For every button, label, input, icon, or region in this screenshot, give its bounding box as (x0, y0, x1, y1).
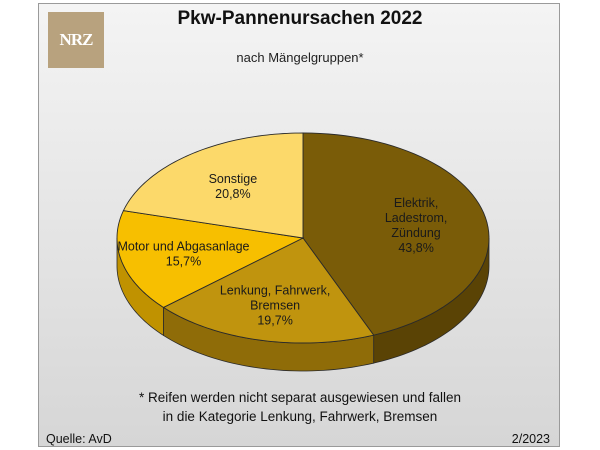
slice-value-3: 20,8% (215, 187, 250, 201)
slice-value-0: 43,8% (398, 241, 433, 255)
pie-slice-0 (302, 132, 490, 336)
brand-logo: NRZ (48, 12, 104, 68)
slice-label-line-1-0: Lenkung, Fahrwerk, (220, 284, 330, 298)
slice-label-line-0-2: Zündung (391, 226, 440, 240)
footnote-line-2: in die Kategorie Lenkung, Fahrwerk, Brem… (162, 409, 438, 424)
slice-label-line-0-0: Elektrik, (394, 196, 438, 210)
chart-title: Pkw-Pannenursachen 2022 (177, 8, 423, 29)
pie-slice-2 (116, 210, 305, 308)
slice-label-0: Elektrik, Ladestrom, Zündung 43,8% (385, 196, 448, 255)
slice-label-2: Motor und Abgasanlage 15,7% (117, 239, 249, 268)
pie-slice-1 (162, 237, 375, 344)
slice-label-line-3-0: Sonstige (209, 172, 258, 186)
date-label: 2/2023 (511, 432, 550, 446)
pie-slice-3 (122, 132, 304, 239)
footnote-line-1: * Reifen werden nicht separat ausgewiese… (139, 390, 461, 405)
slice-value-2: 15,7% (166, 254, 201, 268)
pie-slices (116, 132, 490, 344)
slice-label-line-1-1: Bremsen (250, 299, 300, 313)
logo-text: NRZ (59, 30, 94, 49)
pie-labels: Elektrik, Ladestrom, Zündung 43,8% Lenkung, … (117, 172, 447, 328)
footnote: * Reifen werden nicht separat ausgewiese… (60, 388, 540, 426)
source-label: Quelle: AvD (46, 432, 112, 446)
slice-label-line-0-1: Ladestrom, (385, 211, 448, 225)
slice-label-1: Lenkung, Fahrwerk, Bremsen 19,7% (220, 284, 330, 328)
chart-subtitle: nach Mängelgruppen* (236, 50, 364, 65)
slice-label-3: Sonstige 20,8% (209, 172, 258, 201)
slice-value-1: 19,7% (257, 314, 292, 328)
slice-label-line-2-0: Motor und Abgasanlage (117, 239, 249, 253)
